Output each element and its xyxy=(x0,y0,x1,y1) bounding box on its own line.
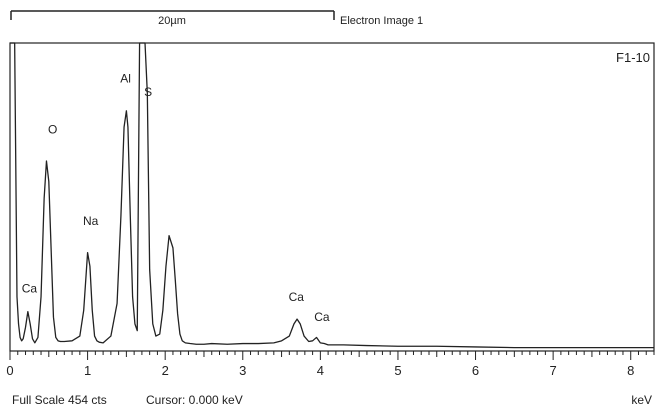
electron-image-caption: Electron Image 1 xyxy=(340,15,423,27)
x-tick-label: 1 xyxy=(84,363,91,378)
x-tick-label: 0 xyxy=(6,363,13,378)
x-tick-label: 6 xyxy=(472,363,479,378)
plot-frame xyxy=(9,42,655,352)
x-tick-label: 5 xyxy=(394,363,401,378)
x-tick-label: 3 xyxy=(239,363,246,378)
peak-label-ca: Ca xyxy=(22,282,38,296)
eds-spectrum-chart: 0 1 2 3 4 5 6 7 8 Al S O Na Ca Ca Ca F1-10 Full Scale 4… xyxy=(6,42,655,407)
full-scale-readout: Full Scale 454 cts xyxy=(12,393,107,407)
scale-bar: 20µm Electron Image 1 xyxy=(10,10,423,27)
peak-label-na: Na xyxy=(83,214,99,228)
peak-label-al: Al xyxy=(120,71,131,85)
x-tick-label: 8 xyxy=(627,363,634,378)
scale-bar-length-label: 20µm xyxy=(158,15,186,27)
sample-label: F1-10 xyxy=(616,50,650,65)
x-axis-unit: keV xyxy=(631,393,652,407)
x-tick-label: 7 xyxy=(550,363,557,378)
peak-label-ca: Ca xyxy=(314,310,330,324)
plot-layer: 0 1 2 3 4 5 6 7 8 Al S O Na Ca Ca Ca xyxy=(6,42,655,378)
peak-label-ca: Ca xyxy=(289,290,305,304)
x-tick-label: 2 xyxy=(162,363,169,378)
peak-label-s: S xyxy=(144,85,152,99)
x-tick-label: 4 xyxy=(317,363,324,378)
peak-label-o: O xyxy=(48,122,57,136)
spectrum-trace-0 xyxy=(10,42,654,349)
cursor-readout: Cursor: 0.000 keV xyxy=(146,393,243,407)
